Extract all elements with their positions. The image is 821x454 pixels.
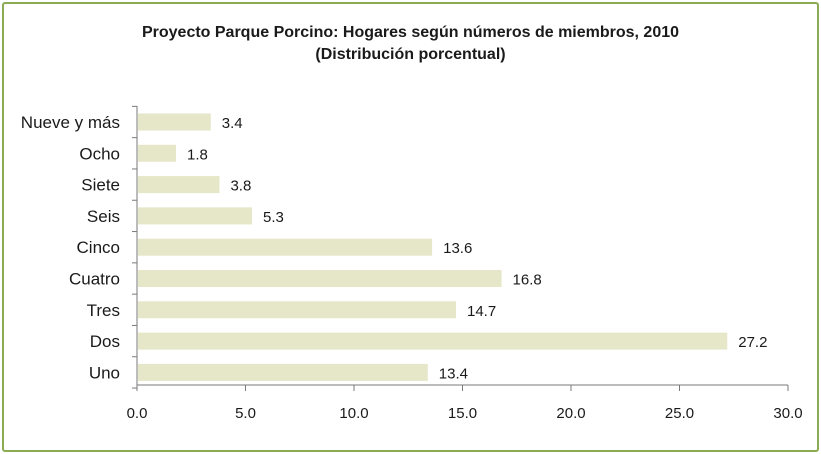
value-label: 1.8 xyxy=(187,146,208,163)
bar xyxy=(138,332,728,350)
category-label: Siete xyxy=(81,176,120,195)
value-label: 13.4 xyxy=(439,365,468,382)
x-tick-label: 10.0 xyxy=(339,405,368,422)
bar xyxy=(138,363,428,381)
x-tick-label: 0.0 xyxy=(127,405,148,422)
bar xyxy=(138,238,433,256)
chart-title-block: Proyecto Parque Porcino: Hogares según n… xyxy=(0,22,821,66)
bar xyxy=(138,113,211,131)
category-label: Cinco xyxy=(77,238,120,257)
category-label: Ocho xyxy=(79,144,120,163)
bar xyxy=(138,176,220,194)
bar xyxy=(138,144,177,162)
value-label: 3.8 xyxy=(230,178,251,195)
bar xyxy=(138,301,456,319)
x-tick-label: 30.0 xyxy=(773,405,802,422)
x-tick-label: 25.0 xyxy=(665,405,694,422)
x-tick-label: 20.0 xyxy=(556,405,585,422)
value-label: 16.8 xyxy=(513,272,542,289)
x-tick-label: 5.0 xyxy=(235,405,256,422)
category-label: Uno xyxy=(89,363,120,382)
bar xyxy=(138,207,253,225)
category-label: Nueve y más xyxy=(21,113,120,132)
category-label: Tres xyxy=(87,301,120,320)
chart-title: Proyecto Parque Porcino: Hogares según n… xyxy=(141,24,680,41)
category-label: Seis xyxy=(87,207,120,226)
category-label: Cuatro xyxy=(69,270,120,289)
category-label: Dos xyxy=(90,332,120,351)
value-label: 14.7 xyxy=(467,303,496,320)
bar xyxy=(138,270,502,287)
chart-subtitle: (Distribución porcentual) xyxy=(315,46,506,63)
value-label: 27.2 xyxy=(738,334,767,351)
x-tick-label: 15.0 xyxy=(448,405,477,422)
value-label: 13.6 xyxy=(443,240,472,257)
value-label: 3.4 xyxy=(222,115,243,132)
value-label: 5.3 xyxy=(263,209,284,226)
